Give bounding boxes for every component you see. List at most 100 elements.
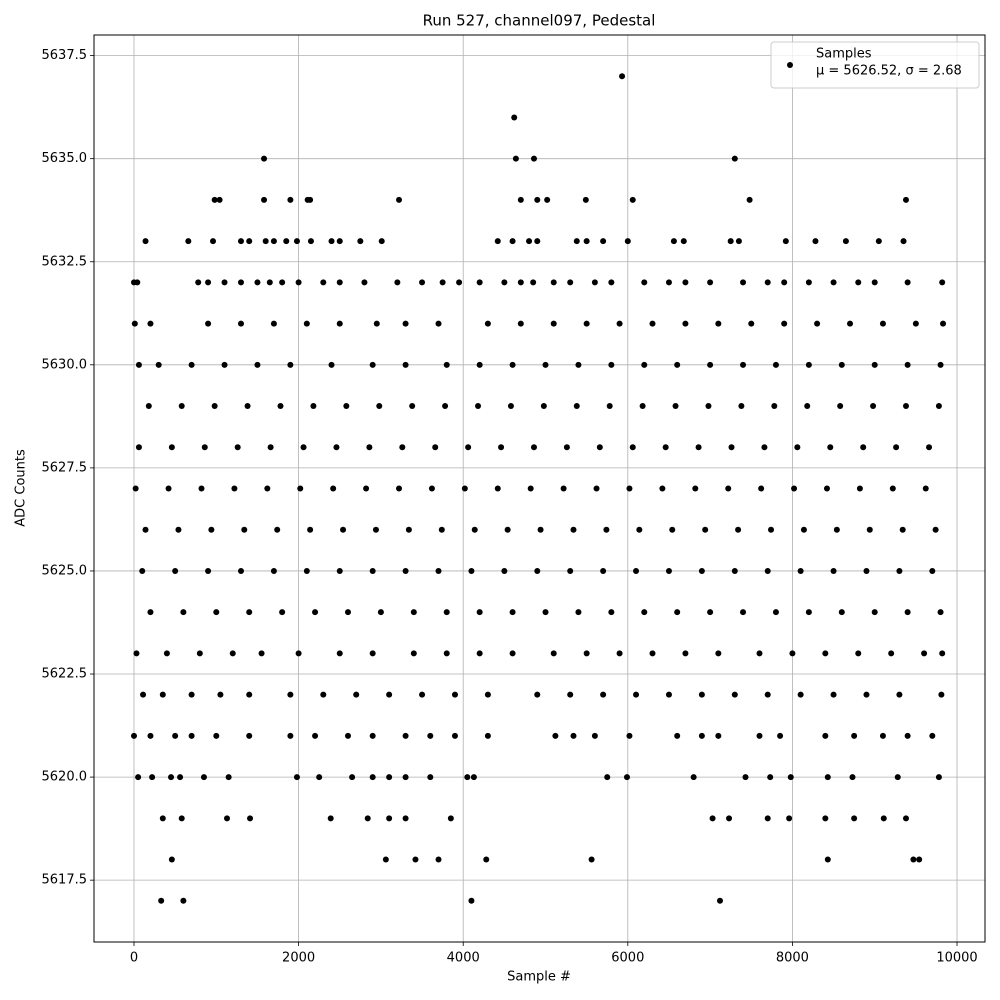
point xyxy=(344,732,351,739)
point xyxy=(145,403,152,410)
point xyxy=(364,815,371,822)
point xyxy=(172,567,179,574)
point xyxy=(511,114,518,121)
legend-label: Samples xyxy=(816,47,872,62)
point xyxy=(498,444,505,451)
point xyxy=(297,485,304,492)
point xyxy=(270,567,277,574)
point xyxy=(842,238,849,245)
point xyxy=(740,609,747,616)
point xyxy=(904,279,911,286)
point xyxy=(254,361,261,368)
point xyxy=(731,691,738,698)
point xyxy=(921,650,928,657)
point xyxy=(205,320,212,327)
point xyxy=(438,526,445,533)
point xyxy=(682,320,689,327)
point xyxy=(619,73,626,80)
y-tick-label: 5632.5 xyxy=(42,254,88,269)
point xyxy=(512,155,519,162)
point xyxy=(800,526,807,533)
point xyxy=(910,856,917,863)
point xyxy=(394,279,401,286)
point xyxy=(504,526,511,533)
point xyxy=(178,403,185,410)
point xyxy=(849,774,856,781)
point xyxy=(764,815,771,822)
point xyxy=(246,609,253,616)
point xyxy=(208,526,215,533)
point xyxy=(468,897,475,904)
point xyxy=(475,403,482,410)
point xyxy=(307,238,314,245)
point xyxy=(702,526,709,533)
point xyxy=(165,485,172,492)
point xyxy=(552,732,559,739)
point xyxy=(409,403,416,410)
point xyxy=(904,609,911,616)
point xyxy=(870,403,877,410)
point xyxy=(899,526,906,533)
point xyxy=(805,279,812,286)
point xyxy=(731,567,738,574)
point xyxy=(439,279,446,286)
point xyxy=(758,485,765,492)
point xyxy=(509,361,516,368)
point xyxy=(241,526,248,533)
point xyxy=(534,238,541,245)
y-tick-label: 5627.5 xyxy=(42,460,88,475)
point xyxy=(665,567,672,574)
point xyxy=(353,691,360,698)
point xyxy=(567,691,574,698)
point xyxy=(682,650,689,657)
point xyxy=(575,609,582,616)
point xyxy=(782,238,789,245)
point xyxy=(932,526,939,533)
point xyxy=(856,485,863,492)
point xyxy=(902,815,909,822)
point xyxy=(410,650,417,657)
point xyxy=(396,485,403,492)
point xyxy=(177,774,184,781)
point xyxy=(287,691,294,698)
point xyxy=(221,361,228,368)
point xyxy=(402,320,409,327)
point xyxy=(692,485,699,492)
point xyxy=(771,403,778,410)
point xyxy=(787,774,794,781)
point xyxy=(740,279,747,286)
point xyxy=(316,774,323,781)
point xyxy=(534,567,541,574)
point xyxy=(794,444,801,451)
point xyxy=(213,609,220,616)
point xyxy=(402,774,409,781)
point xyxy=(372,526,379,533)
point xyxy=(748,320,755,327)
point xyxy=(135,361,142,368)
point xyxy=(419,279,426,286)
point xyxy=(591,732,598,739)
point xyxy=(935,774,942,781)
point xyxy=(880,815,887,822)
point xyxy=(715,320,722,327)
point xyxy=(501,567,508,574)
point xyxy=(261,196,268,203)
x-tick-label: 6000 xyxy=(611,951,644,966)
point xyxy=(756,732,763,739)
point xyxy=(833,526,840,533)
point xyxy=(435,856,442,863)
point xyxy=(494,238,501,245)
point xyxy=(690,774,697,781)
y-tick-label: 5630.0 xyxy=(42,357,88,372)
point xyxy=(509,650,516,657)
point xyxy=(357,238,364,245)
point xyxy=(560,485,567,492)
point xyxy=(369,650,376,657)
point xyxy=(188,732,195,739)
point xyxy=(922,485,929,492)
point xyxy=(369,774,376,781)
point xyxy=(333,444,340,451)
point xyxy=(340,526,347,533)
point xyxy=(168,774,175,781)
point xyxy=(427,774,434,781)
